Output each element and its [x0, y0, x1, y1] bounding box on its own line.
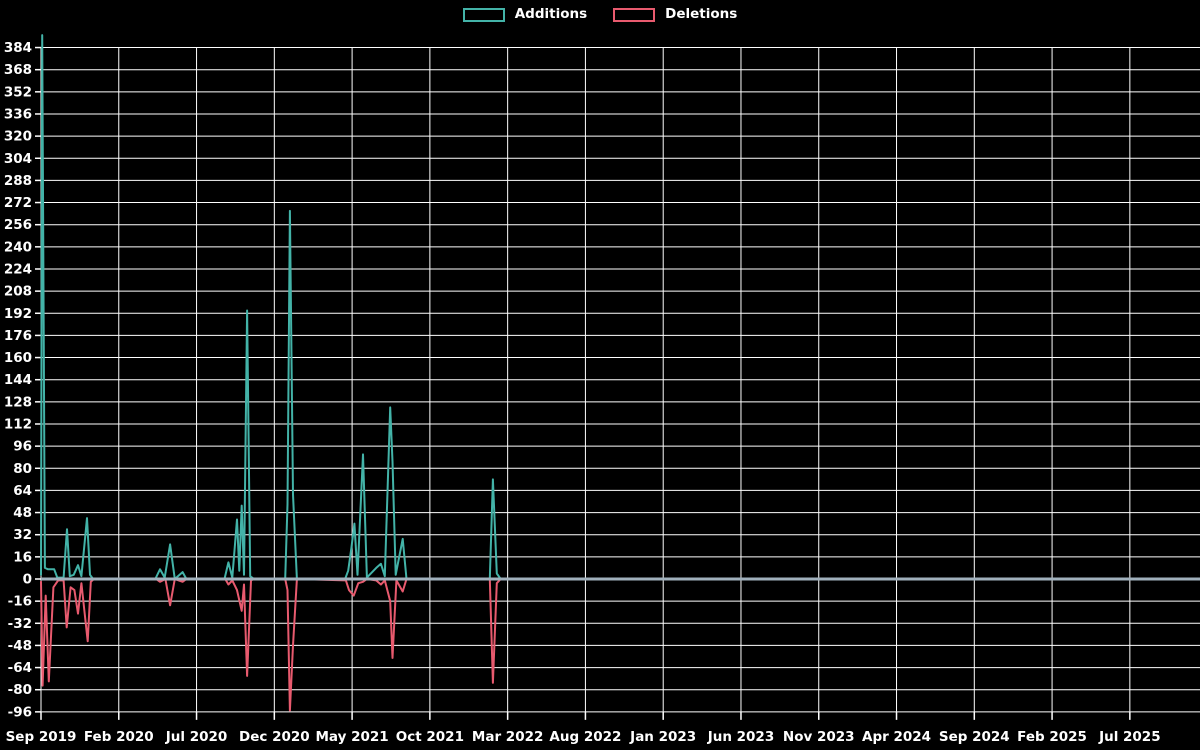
y-tick-label: 336 [4, 106, 32, 122]
y-tick-label: -64 [8, 660, 32, 676]
x-tick-label: Oct 2021 [396, 729, 464, 745]
legend-deletions-label: Deletions [665, 6, 738, 22]
y-tick-label: 64 [13, 483, 32, 499]
y-tick-label: 144 [4, 372, 32, 388]
y-tick-label: 240 [4, 239, 32, 255]
x-tick-label: Aug 2022 [549, 729, 621, 745]
y-tick-label: 384 [4, 40, 32, 56]
additions-swatch-icon [462, 7, 505, 22]
additions-line [40, 34, 502, 580]
y-tick-label: 208 [4, 284, 32, 300]
y-tick-label: -96 [8, 704, 32, 720]
y-tick-label: 352 [4, 84, 32, 100]
legend-item-additions[interactable]: Additions [462, 6, 588, 22]
deletions-line [40, 578, 502, 712]
y-tick-label: 160 [4, 350, 32, 366]
y-tick-label: 128 [4, 394, 32, 410]
y-tick-label: -48 [8, 638, 32, 654]
x-tick-label: Feb 2025 [1017, 729, 1087, 745]
y-tick-label: 96 [13, 439, 32, 455]
y-tick-label: 48 [13, 505, 32, 521]
y-tick-label: 288 [4, 173, 32, 189]
y-tick-label: 224 [4, 261, 32, 277]
y-tick-label: 304 [4, 151, 32, 167]
y-tick-label: -32 [8, 616, 32, 632]
x-tick-label: Feb 2020 [84, 729, 154, 745]
y-tick-label: 112 [4, 416, 32, 432]
y-tick-label: 176 [4, 328, 32, 344]
y-tick-label: 256 [4, 217, 32, 233]
deletions-swatch-icon [613, 7, 656, 22]
x-tick-label: Sep 2019 [6, 729, 77, 745]
x-tick-label: May 2021 [315, 729, 388, 745]
x-tick-label: Mar 2022 [472, 729, 543, 745]
x-tick-label: Jul 2025 [1098, 729, 1161, 745]
x-tick-label: Jun 2023 [707, 729, 775, 745]
y-tick-label: 320 [4, 129, 32, 145]
y-tick-label: 192 [4, 306, 32, 322]
y-tick-label: 368 [4, 62, 32, 78]
y-tick-label: -16 [8, 594, 32, 610]
y-tick-label: 0 [23, 572, 32, 588]
x-tick-label: Nov 2023 [783, 729, 855, 745]
legend-additions-label: Additions [514, 6, 588, 22]
chart-legend: Additions Deletions [0, 7, 1200, 22]
y-tick-label: 32 [13, 527, 32, 543]
y-tick-label: 80 [13, 461, 32, 477]
y-tick-label: -80 [8, 682, 32, 698]
y-tick-label: 272 [4, 195, 32, 211]
x-tick-label: Jul 2020 [165, 729, 228, 745]
legend-item-deletions[interactable]: Deletions [613, 7, 737, 22]
x-tick-label: Apr 2024 [862, 729, 931, 745]
x-tick-label: Jan 2023 [629, 729, 696, 745]
y-tick-label: 16 [13, 549, 32, 565]
x-tick-label: Sep 2024 [939, 729, 1010, 745]
x-tick-label: Dec 2020 [239, 729, 310, 745]
